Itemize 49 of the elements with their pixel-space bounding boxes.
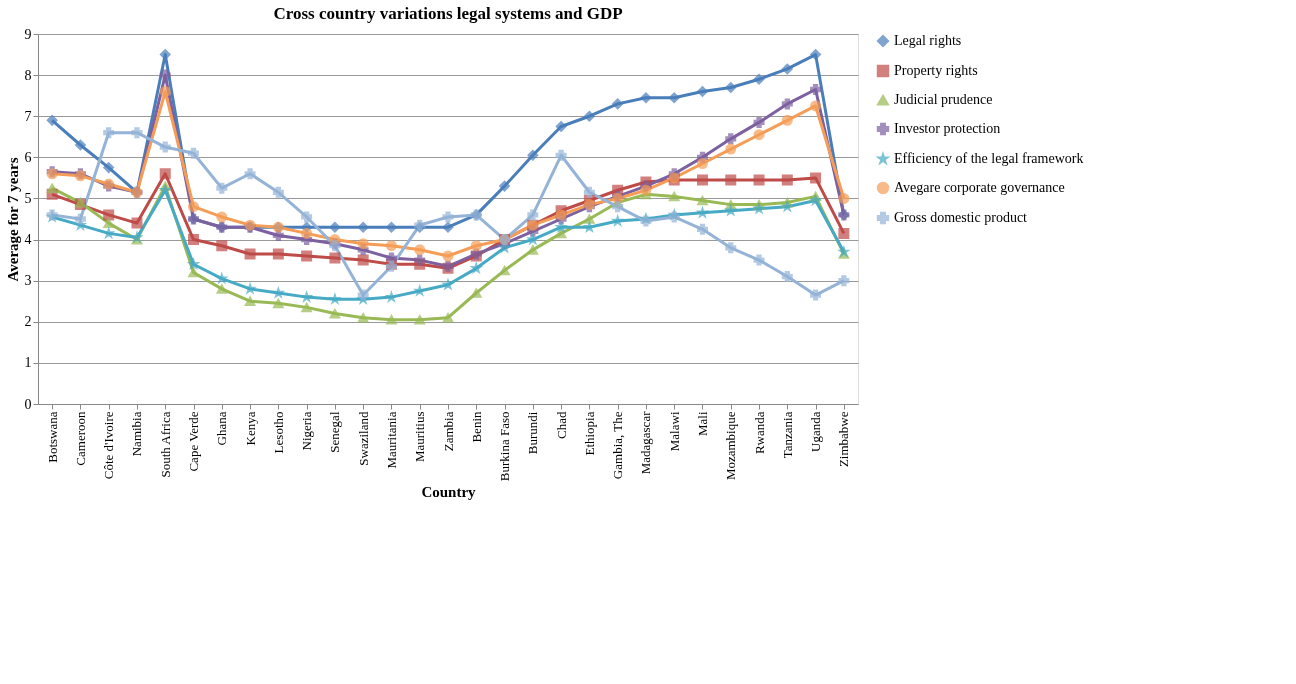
x-tick-label: Namibia (129, 411, 145, 457)
x-tick-label: Malawi (666, 411, 682, 452)
x-tick-label: Lesotho (270, 411, 286, 454)
x-tick-label: Rwanda (751, 411, 767, 455)
y-tick-label: 2 (24, 314, 32, 330)
x-tick-label: Nigeria (299, 411, 315, 451)
y-tick-label: 3 (24, 273, 32, 289)
legend-label: Judicial prudence (894, 92, 993, 107)
x-tick-label: Benin (468, 411, 484, 443)
y-tick-label: 6 (24, 149, 32, 165)
x-tick-label: Botswana (44, 411, 60, 463)
x-tick-label: Burundi (525, 411, 541, 455)
x-tick-label: Mozambique (723, 411, 739, 481)
x-axis-title: Country (421, 484, 477, 501)
x-tick-label: Tanzania (779, 411, 795, 459)
x-tick-label: Swaziland (355, 411, 371, 466)
x-tick-label: Ethiopia (581, 411, 597, 456)
legend-label: Legal rights (894, 33, 962, 48)
legend-label: Avegare corporate governance (894, 180, 1065, 195)
x-tick-label: Senegal (327, 411, 343, 453)
y-tick-label: 1 (24, 355, 32, 371)
y-tick-label: 9 (24, 26, 32, 42)
chart-title: Cross country variations legal systems and GDP (273, 4, 623, 23)
x-tick-label: Côte d'Ivoire (101, 411, 117, 480)
x-tick-label: Mauritius (412, 411, 428, 463)
x-tick-label: Zambia (440, 411, 456, 452)
x-tick-label: Kenya (242, 411, 258, 446)
y-tick-label: 4 (24, 232, 32, 248)
legend-label: Efficiency of the legal framework (894, 151, 1084, 166)
y-axis-title: Average for 7 years (4, 157, 21, 282)
legend-label: Property rights (894, 63, 978, 78)
x-tick-label: Cape Verde (186, 411, 202, 472)
x-tick-label: Uganda (808, 411, 824, 452)
x-tick-label: South Africa (157, 411, 173, 478)
x-tick-label: Cameroon (72, 411, 88, 466)
x-tick-label: Burkina Faso (497, 411, 513, 482)
x-tick-label: Madagascar (638, 410, 654, 475)
y-tick-label: 7 (24, 108, 32, 124)
legend-label: Investor protection (894, 121, 1001, 136)
x-tick-label: Chad (553, 411, 569, 439)
x-tick-label: Zimbabwe (836, 411, 852, 468)
x-tick-label: Gambia, The (610, 411, 626, 480)
x-tick-label: Mali (694, 411, 710, 437)
x-tick-label: Mauritania (383, 411, 399, 469)
legend-label: Gross domestic product (894, 210, 1028, 225)
y-tick-label: 8 (24, 67, 32, 83)
x-tick-label: Ghana (214, 411, 230, 446)
y-tick-label: 0 (24, 396, 32, 412)
y-tick-label: 5 (24, 190, 32, 206)
